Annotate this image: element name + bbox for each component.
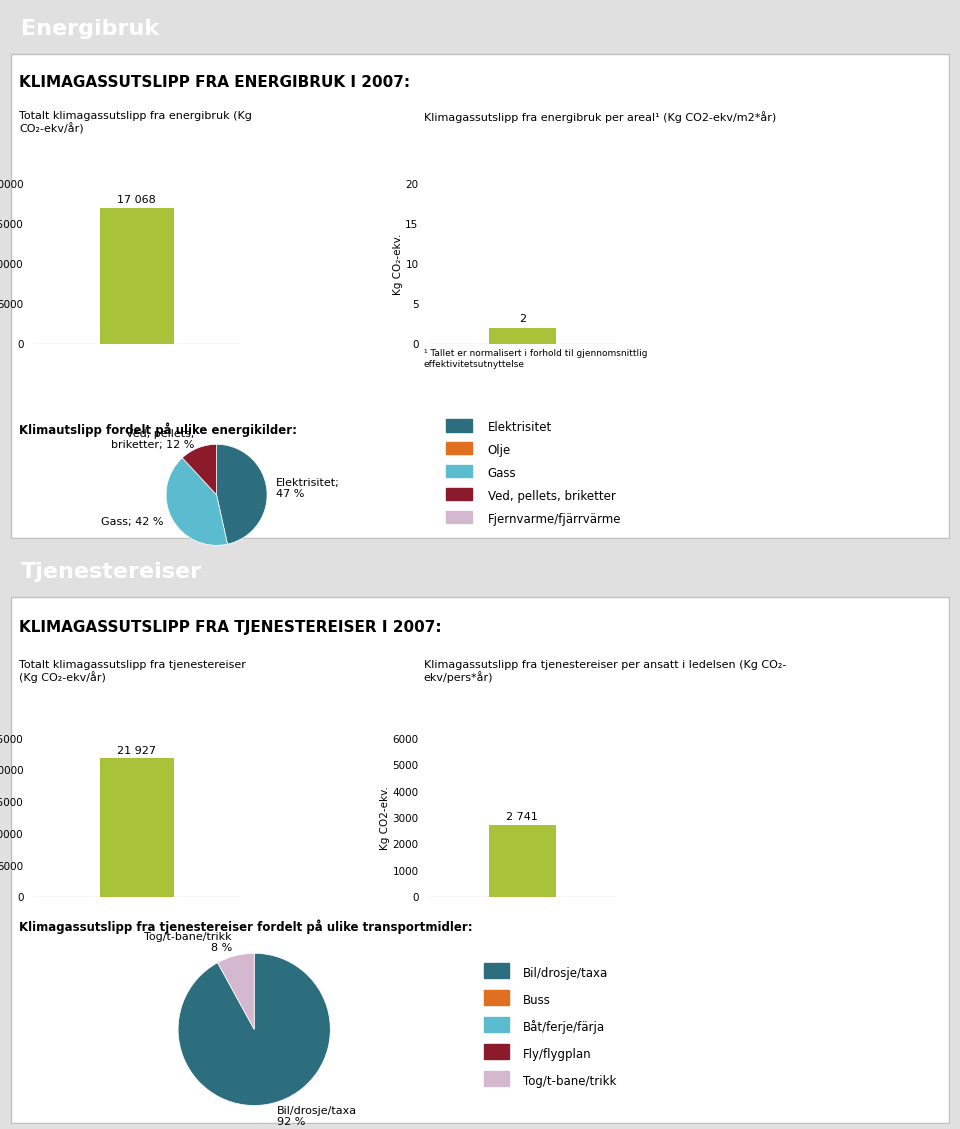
Y-axis label: Kg CO₂-ekv.: Kg CO₂-ekv. [393,234,402,295]
Text: Fjernvarme/fjärrvärme: Fjernvarme/fjärrvärme [488,514,621,526]
Text: Klimautslipp fordelt på ulike energikilder:: Klimautslipp fordelt på ulike energikild… [19,422,297,437]
Text: Gass; 42 %: Gass; 42 % [102,517,164,527]
Text: Klimagassutslipp fra tjenestereiser fordelt på ulike transportmidler:: Klimagassutslipp fra tjenestereiser ford… [19,919,472,934]
Wedge shape [182,445,217,495]
Bar [484,1044,509,1059]
Wedge shape [218,953,254,1030]
Wedge shape [179,953,330,1105]
Text: Tog/t-bane/trikk: Tog/t-bane/trikk [523,1075,616,1088]
Text: KLIMAGASSUTSLIPP FRA ENERGIBRUK I 2007:: KLIMAGASSUTSLIPP FRA ENERGIBRUK I 2007: [19,75,410,89]
Y-axis label: Kg CO2-ekv.: Kg CO2-ekv. [379,786,390,850]
Wedge shape [217,445,267,544]
Text: 17 068: 17 068 [117,195,156,205]
Text: Fly/flygplan: Fly/flygplan [523,1048,591,1061]
Text: Båt/ferje/färja: Båt/ferje/färja [523,1021,605,1034]
Wedge shape [166,457,228,545]
Text: 2: 2 [518,314,526,324]
Bar [446,419,472,431]
Bar [484,963,509,978]
Text: Totalt klimagassutslipp fra tjenestereiser
(Kg CO₂-ekv/år): Totalt klimagassutslipp fra tjenestereis… [19,659,246,683]
Text: Olje: Olje [488,445,511,457]
Text: Gass: Gass [488,467,516,480]
Bar [100,208,174,344]
Bar [484,1017,509,1032]
Bar [484,1070,509,1085]
Text: 21 927: 21 927 [117,746,156,756]
Text: KLIMAGASSUTSLIPP FRA TJENESTEREISER I 2007:: KLIMAGASSUTSLIPP FRA TJENESTEREISER I 20… [19,620,442,636]
Bar [100,759,174,898]
Text: Bil/drosje/taxa
92 %: Bil/drosje/taxa 92 % [276,1105,357,1127]
Bar [446,510,472,524]
Bar [446,488,472,500]
Text: Ved, pellets,
briketter; 12 %: Ved, pellets, briketter; 12 % [111,429,195,450]
Text: Totalt klimagassutslipp fra energibruk (Kg
CO₂-ekv/år): Totalt klimagassutslipp fra energibruk (… [19,112,252,134]
Text: Tog/t-bane/trikk
8 %: Tog/t-bane/trikk 8 % [144,931,232,953]
Text: Ved, pellets, briketter: Ved, pellets, briketter [488,490,615,504]
Bar [446,465,472,478]
Text: Klimagassutslipp fra tjenestereiser per ansatt i ledelsen (Kg CO₂-
ekv/pers*år): Klimagassutslipp fra tjenestereiser per … [423,659,786,683]
FancyBboxPatch shape [12,54,948,537]
Text: Elektrisitet;
47 %: Elektrisitet; 47 % [276,478,340,499]
Bar [489,329,556,344]
Text: Elektrisitet: Elektrisitet [488,421,552,435]
Text: Bil/drosje/taxa: Bil/drosje/taxa [523,968,608,980]
Bar [489,825,556,898]
Text: Energibruk: Energibruk [21,19,159,38]
Text: Klimagassutslipp fra energibruk per areal¹ (Kg CO2-ekv/m2*år): Klimagassutslipp fra energibruk per area… [423,112,776,123]
FancyBboxPatch shape [12,597,948,1123]
Bar [446,441,472,455]
Text: 2 741: 2 741 [506,813,539,823]
Text: Buss: Buss [523,995,551,1007]
Bar [484,990,509,1005]
Text: ¹ Tallet er normalisert i forhold til gjennomsnittlig
effektivitetsutnyttelse: ¹ Tallet er normalisert i forhold til gj… [423,349,647,368]
Text: Tjenestereiser: Tjenestereiser [21,562,202,581]
